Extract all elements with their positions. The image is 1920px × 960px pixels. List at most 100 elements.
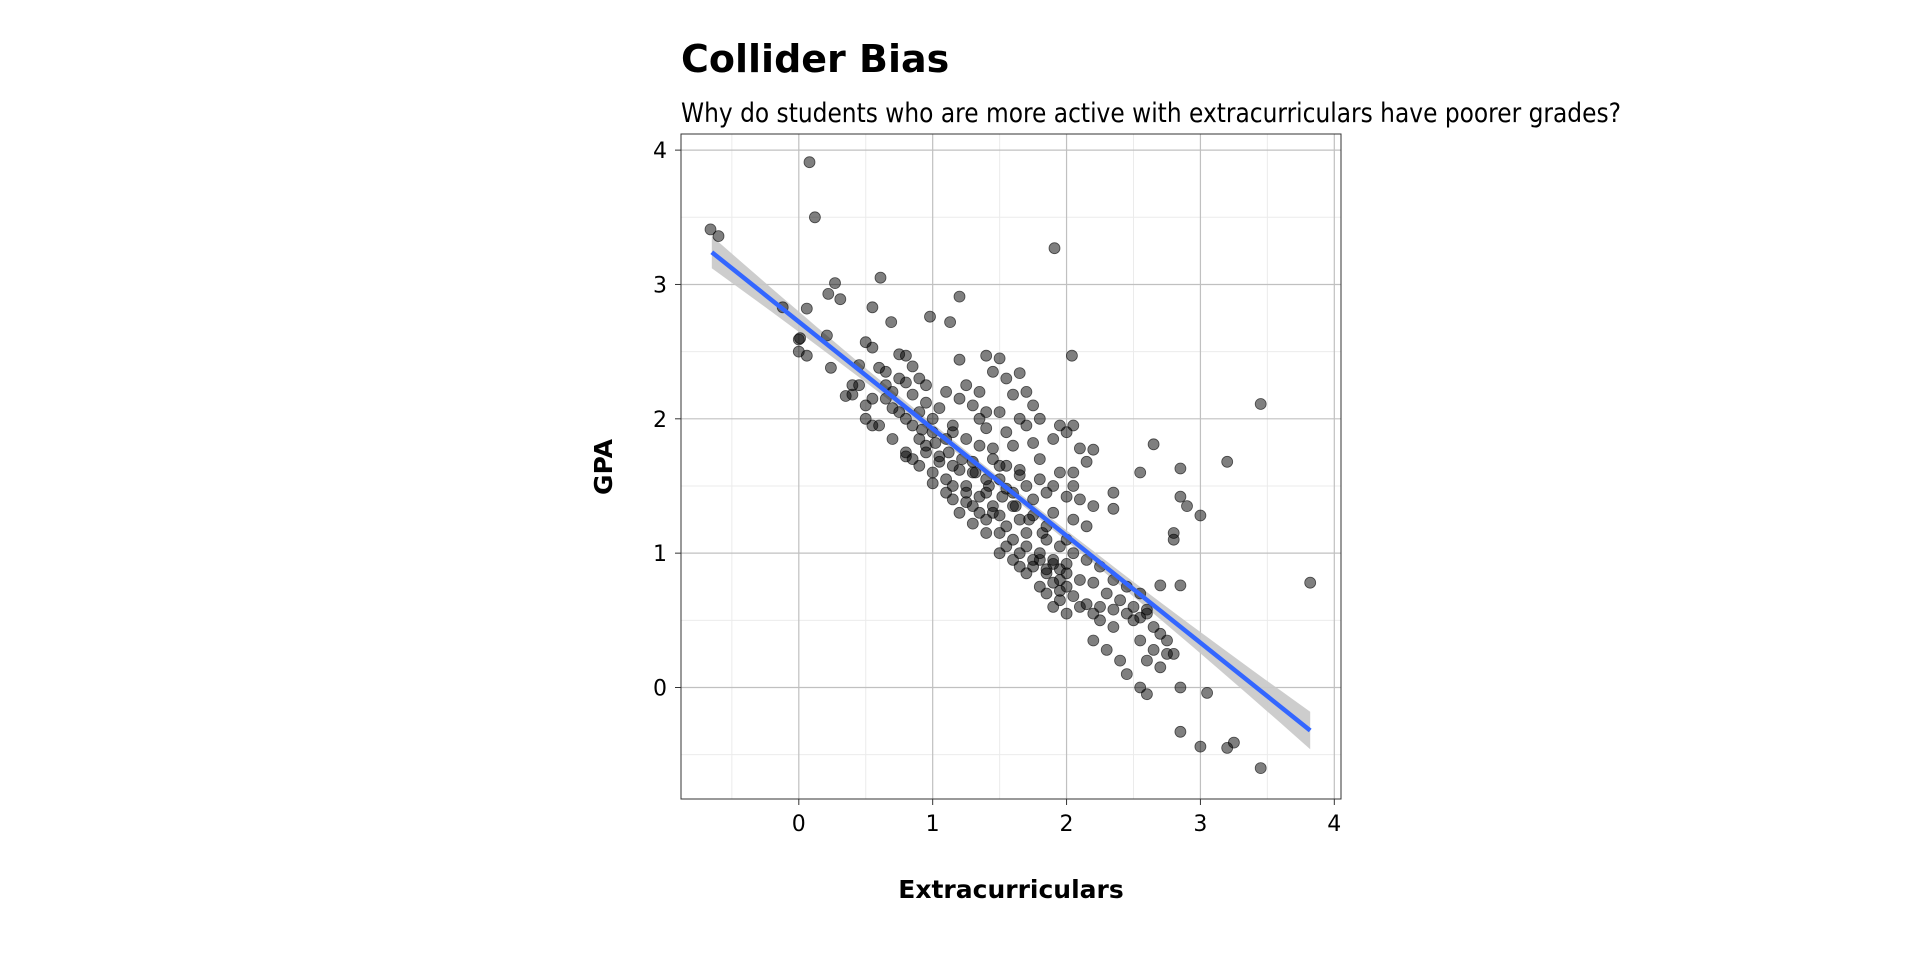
data-point [1107,502,1120,515]
data-point [1074,493,1086,506]
data-point [1047,554,1060,566]
data-point [1174,725,1187,738]
data-point [1141,688,1153,701]
data-point [1027,554,1039,566]
data-point [859,399,872,412]
data-point [942,446,955,459]
data-point [1040,587,1053,600]
data-point [926,477,939,490]
y-axis: 0 1 2 3 4 [653,139,681,701]
data-point [980,527,993,539]
y-tick-label: 0 [653,676,667,701]
data-point [1027,437,1039,449]
data-point [1167,527,1180,539]
data-point [1047,480,1060,492]
data-point [920,379,932,392]
data-point [1067,513,1080,526]
data-point [1134,634,1147,647]
data-point [1020,419,1033,432]
data-point [900,412,912,425]
data-point [1027,493,1039,506]
data-point [953,353,966,366]
data-point [1054,584,1066,597]
data-point [1066,349,1078,362]
data-point [933,455,946,468]
data-point [929,437,942,449]
data-point [993,406,1006,419]
data-point [1000,459,1013,472]
data-point [1013,367,1026,380]
data-point [1080,455,1093,468]
data-point [1020,480,1033,492]
data-point [924,310,936,323]
data-point [987,442,999,455]
x-axis-title: Extracurriculars [898,875,1123,904]
data-point [1141,654,1153,667]
data-points [704,156,1317,774]
data-point [960,433,973,445]
data-point [1154,627,1167,640]
data-point [829,277,841,290]
data-point [1127,601,1140,613]
trend-line [710,250,1312,733]
data-point [866,301,879,314]
x-tick-label: 1 [926,812,940,837]
data-point [866,419,879,432]
data-point [1154,661,1167,674]
data-point [913,459,926,472]
data-point [1087,500,1100,513]
data-point [960,379,973,392]
data-point [960,486,973,499]
data-point [1147,644,1160,656]
data-point [1107,621,1120,633]
data-point [973,385,986,398]
data-point [933,402,946,415]
data-point [1067,547,1080,560]
data-point [946,480,959,492]
x-tick-label: 3 [1193,812,1207,837]
data-point [987,453,999,466]
data-point [1036,527,1049,539]
data-point [973,439,986,452]
data-point [966,399,979,412]
data-point [944,316,956,329]
data-point [1174,462,1187,475]
data-point [993,352,1006,365]
y-axis-title: GPA [589,438,618,495]
y-tick-label: 4 [653,139,667,164]
data-point [1047,506,1060,519]
chart-title: Collider Bias [681,37,949,81]
data-point [1023,513,1035,526]
data-point [980,406,993,419]
x-tick-label: 2 [1060,812,1074,837]
data-point [1007,439,1019,452]
data-point [1048,242,1061,255]
data-point [1087,443,1100,456]
data-point [1074,601,1086,613]
data-point [953,506,966,519]
data-point [1009,500,1022,513]
data-point [1013,560,1026,573]
data-point [866,341,879,354]
data-point [966,517,979,530]
data-point [926,412,939,425]
data-point [900,349,912,362]
data-point [916,423,928,436]
data-point [1141,603,1153,616]
data-point [704,223,717,236]
data-point [920,396,932,409]
data-point [1161,648,1173,660]
y-tick-label: 1 [653,542,667,567]
y-tick-label: 3 [653,273,667,298]
data-point [1174,490,1187,503]
data-point [987,365,999,378]
data-point [969,466,982,479]
x-axis: 0 1 2 3 4 [792,799,1341,837]
data-point [1074,442,1086,455]
data-point [1181,500,1193,513]
data-point [1067,480,1080,492]
data-point [886,402,899,415]
y-tick-label: 2 [653,408,667,433]
data-point [1007,388,1019,401]
